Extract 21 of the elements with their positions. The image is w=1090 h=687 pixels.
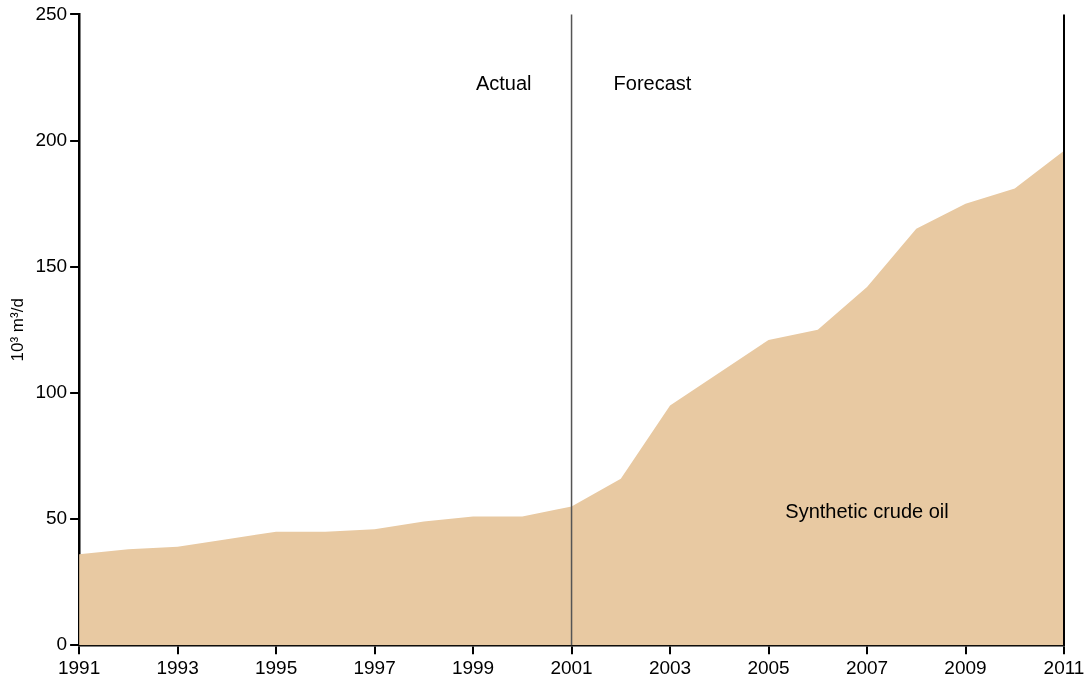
y-tick-label: 0 bbox=[56, 633, 68, 655]
x-tick-label: 1997 bbox=[353, 656, 396, 678]
y-axis-title: 10³ m³/d bbox=[7, 298, 27, 362]
x-tick-label: 2005 bbox=[747, 656, 790, 678]
y-tick-label: 50 bbox=[45, 507, 68, 529]
series-label: Synthetic crude oil bbox=[785, 500, 949, 523]
annotation: Actual bbox=[475, 71, 532, 94]
y-tick-label: 150 bbox=[35, 254, 68, 276]
y-tick-label: 250 bbox=[35, 2, 68, 24]
x-tick-label: 1991 bbox=[57, 656, 101, 678]
x-tick-label: 2011 bbox=[1043, 656, 1085, 678]
x-tick-label: 2003 bbox=[648, 656, 692, 678]
annotation: Forecast bbox=[613, 71, 692, 94]
x-tick-label: 2001 bbox=[550, 656, 593, 678]
x-tick-label: 2007 bbox=[845, 656, 889, 678]
x-tick-label: 1995 bbox=[254, 656, 298, 678]
x-tick-label: 1999 bbox=[451, 656, 495, 678]
y-tick-label: 100 bbox=[35, 381, 68, 403]
y-tick-label: 200 bbox=[35, 128, 68, 150]
x-tick-label: 1993 bbox=[156, 656, 199, 678]
x-tick-label: 2009 bbox=[944, 656, 987, 678]
